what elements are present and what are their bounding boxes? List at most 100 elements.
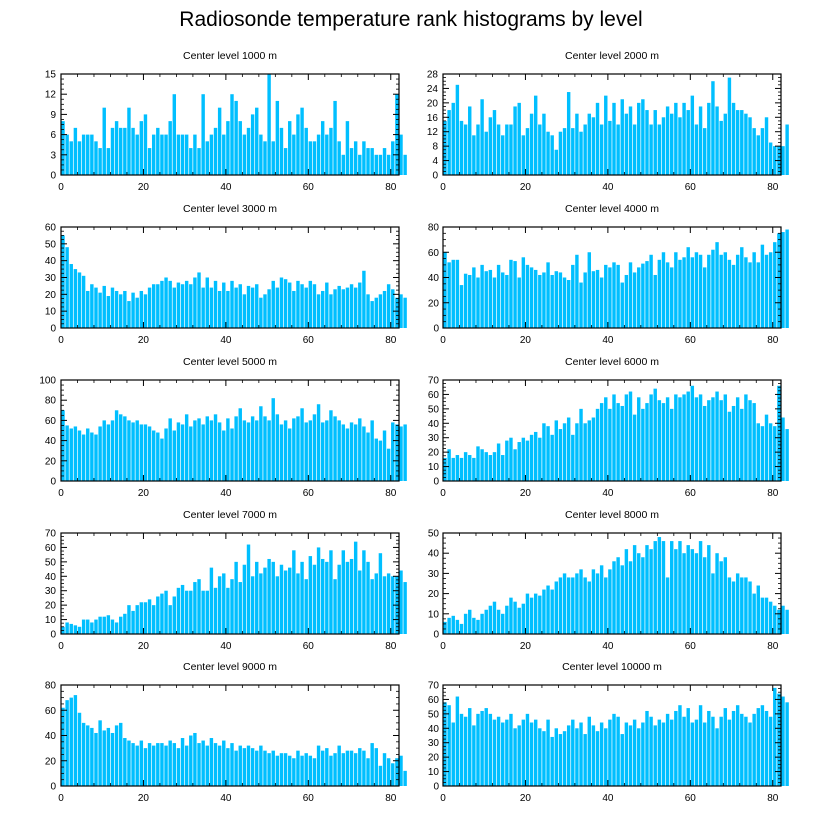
bar xyxy=(670,113,674,175)
bar xyxy=(599,124,604,175)
bar xyxy=(624,113,629,175)
bar xyxy=(723,394,728,481)
y-tick-label: 80 xyxy=(45,396,57,407)
bar xyxy=(690,257,695,328)
bar xyxy=(267,74,271,175)
bar xyxy=(579,722,583,786)
bar xyxy=(77,430,82,481)
bar xyxy=(628,725,633,786)
bar xyxy=(374,748,378,787)
bar xyxy=(443,702,447,786)
bar xyxy=(620,282,624,328)
bar xyxy=(312,141,317,175)
bar xyxy=(484,131,488,175)
bar xyxy=(575,423,579,481)
bar xyxy=(525,440,530,481)
bar xyxy=(263,141,267,175)
bar xyxy=(217,745,222,786)
bar xyxy=(110,732,115,786)
bar xyxy=(529,722,534,786)
bar xyxy=(263,416,267,481)
bar xyxy=(637,267,641,328)
bar xyxy=(653,388,657,481)
bar xyxy=(329,294,333,328)
bar xyxy=(238,745,242,786)
x-tick-label: 0 xyxy=(58,335,64,346)
bar xyxy=(616,124,620,175)
bar xyxy=(73,127,78,175)
bar xyxy=(447,110,451,175)
bar xyxy=(197,418,201,481)
bar xyxy=(731,710,736,786)
bar xyxy=(517,725,521,786)
x-tick-label: 0 xyxy=(58,488,64,499)
bar xyxy=(110,619,115,634)
bar xyxy=(168,121,172,175)
bar xyxy=(748,117,752,175)
bar xyxy=(316,547,321,634)
bar xyxy=(727,259,732,328)
bar xyxy=(300,561,304,634)
chart-panel-6: Center level 6000 m 0 20 40 60 80 0 10 20 30 40 50 6… xyxy=(428,356,789,499)
x-tick-label: 40 xyxy=(220,641,232,652)
bar xyxy=(312,284,317,328)
bar xyxy=(304,422,308,481)
x-tick-label: 60 xyxy=(303,641,315,652)
bar xyxy=(492,110,497,175)
bar xyxy=(341,424,346,481)
bar xyxy=(715,391,719,481)
bar xyxy=(329,127,333,175)
x-tick-label: 0 xyxy=(440,335,446,346)
bar xyxy=(715,553,719,634)
bar xyxy=(492,277,497,328)
bar xyxy=(476,277,480,328)
bar xyxy=(476,446,480,481)
bar xyxy=(670,541,674,634)
bar xyxy=(246,422,251,481)
x-tick-label: 0 xyxy=(440,488,446,499)
bar xyxy=(341,753,346,786)
bar xyxy=(698,541,703,634)
bar xyxy=(399,426,403,481)
bar xyxy=(267,753,271,786)
bar xyxy=(785,429,789,481)
bar xyxy=(279,753,284,786)
bar xyxy=(217,576,222,634)
bar xyxy=(459,623,464,634)
bar xyxy=(131,422,135,481)
bar xyxy=(447,617,451,634)
bar xyxy=(781,146,785,175)
x-tick-label: 40 xyxy=(220,182,232,193)
bar xyxy=(702,128,707,175)
bar xyxy=(320,750,325,786)
bar xyxy=(735,573,740,634)
chart-panel-10: Center level 10000 m 0 20 40 60 80 0 10 20 30 40 50… xyxy=(428,661,789,804)
bar xyxy=(98,292,102,328)
bar xyxy=(180,738,185,786)
bar xyxy=(255,284,259,328)
bar xyxy=(661,252,666,328)
bar xyxy=(702,557,707,634)
x-tick-label: 80 xyxy=(385,793,397,804)
bar xyxy=(386,448,391,481)
bar xyxy=(217,422,222,481)
bar xyxy=(632,545,637,634)
x-tick-label: 80 xyxy=(767,641,779,652)
y-tick-label: 0 xyxy=(433,477,439,488)
bar xyxy=(566,725,571,786)
bar xyxy=(571,719,575,786)
bar xyxy=(73,625,78,634)
bar xyxy=(399,570,403,634)
x-tick-label: 20 xyxy=(520,488,532,499)
bar xyxy=(271,561,275,634)
bar xyxy=(513,449,517,481)
x-tick-label: 80 xyxy=(385,182,397,193)
bar xyxy=(209,287,214,328)
bar xyxy=(246,745,251,786)
bar xyxy=(391,576,395,634)
bar xyxy=(641,557,645,634)
bar xyxy=(678,541,682,634)
bar xyxy=(230,428,234,481)
bar xyxy=(370,420,374,481)
bar xyxy=(533,719,538,786)
